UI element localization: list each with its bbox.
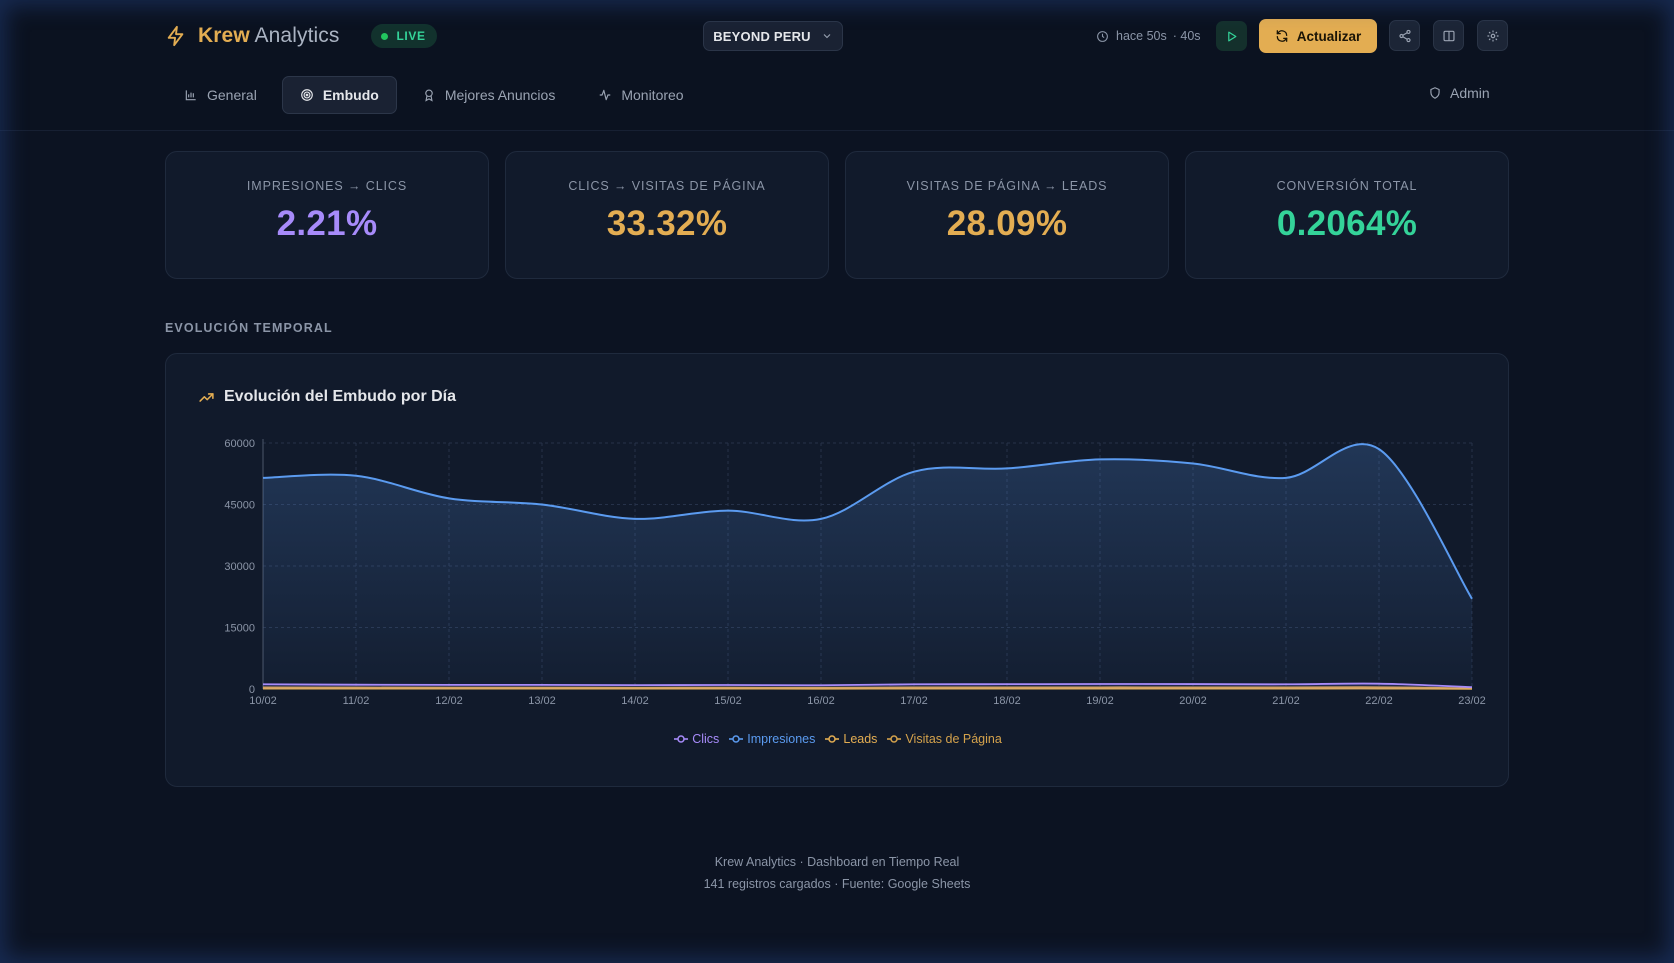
admin-label: Admin [1450, 85, 1490, 101]
legend-label: Clics [692, 732, 720, 746]
refresh-icon [1276, 30, 1288, 42]
share-icon [1398, 29, 1411, 42]
kpi-card-clicks-visits: CLICS → VISITAS DE PÁGINA 33.32% [505, 151, 829, 279]
tab-mejores-anuncios[interactable]: Mejores Anuncios [404, 76, 574, 114]
funnel-area-chart: 0 15000 30000 45000 60000 10/02 11/02 12/02 13/0… [224, 438, 1486, 707]
series-line-clics [262, 682, 1473, 689]
award-icon [425, 89, 433, 102]
x-tick-label: 14/02 [621, 695, 649, 707]
kpi-label: CONVERSIÓN TOTAL [1276, 179, 1418, 193]
share-button[interactable] [1389, 20, 1420, 51]
x-tick-label: 15/02 [714, 695, 742, 707]
y-tick-label: 30000 [224, 561, 255, 573]
auto-refresh-play-button[interactable] [1216, 21, 1247, 51]
x-tick-label: 23/02 [1458, 695, 1486, 707]
chart-title: Evolución del Embudo por Día [198, 388, 456, 406]
x-tick-label: 20/02 [1179, 695, 1207, 707]
footer: Krew Analytics · Dashboard en Tiempo Rea… [0, 851, 1674, 895]
refresh-label: Actualizar [1296, 28, 1362, 44]
kpi-label: VISITAS DE PÁGINA → LEADS [906, 179, 1108, 193]
trending-up-icon [199, 392, 214, 402]
x-tick-label: 22/02 [1365, 695, 1393, 707]
legend-item[interactable]: Visitas de Página [887, 732, 1002, 746]
series-line-impresiones [262, 443, 1473, 600]
kpi-value: 33.32% [606, 204, 728, 243]
admin-link[interactable]: Admin [1428, 85, 1490, 101]
activity-icon [600, 89, 611, 101]
legend-label: Visitas de Página [905, 732, 1002, 746]
kpi-card-impressions-clicks: IMPRESIONES → CLICS 2.21% [165, 151, 489, 279]
lightning-icon [167, 25, 184, 47]
clock-icon [1097, 30, 1108, 42]
x-tick-label: 18/02 [993, 695, 1021, 707]
y-tick-label: 60000 [224, 438, 255, 450]
x-tick-label: 11/02 [343, 695, 370, 707]
legend-marker-icon [674, 735, 689, 743]
y-tick-label: 15000 [224, 623, 255, 635]
kpi-value: 28.09% [946, 204, 1068, 243]
legend-item[interactable]: Clics [674, 732, 719, 746]
series-area-impresiones [263, 444, 1472, 689]
kpi-card-visits-leads: VISITAS DE PÁGINA → LEADS 28.09% [845, 151, 1169, 279]
x-tick-label: 13/02 [528, 695, 556, 707]
x-tick-label: 16/02 [807, 695, 835, 707]
bar-chart-icon [185, 90, 196, 101]
y-tick-label: 45000 [224, 500, 255, 512]
series-line-visitas-de-p-gina [262, 686, 1473, 690]
live-badge: LIVE [371, 24, 437, 48]
settings-button[interactable] [1477, 20, 1508, 51]
funnel-chart-card: Evolución del Embudo por Día 0 15000 30000… [165, 353, 1509, 787]
live-dot-icon [381, 32, 389, 40]
tab-general[interactable]: General [166, 76, 275, 114]
tab-monitoreo[interactable]: Monitoreo [580, 76, 701, 114]
legend-label: Leads [843, 732, 878, 746]
legend-label: Impresiones [747, 732, 816, 746]
gear-icon [1486, 29, 1499, 42]
top-header: Krew Analytics LIVE BEYOND PERU hace 50s… [0, 0, 1674, 131]
x-tick-label: 12/02 [435, 695, 463, 707]
x-tick-label: 17/02 [900, 695, 928, 707]
tab-label: General [207, 87, 257, 103]
x-tick-label: 19/02 [1086, 695, 1114, 707]
target-icon [300, 89, 313, 101]
tab-embudo[interactable]: Embudo [281, 76, 397, 114]
last-update-text: hace 50s [1116, 29, 1167, 43]
play-icon [1228, 31, 1237, 41]
kpi-label: IMPRESIONES → CLICS [246, 179, 408, 193]
legend-marker-icon [729, 735, 744, 743]
kpi-label: CLICS → VISITAS DE PÁGINA [568, 179, 766, 193]
x-tick-label: 10/02 [249, 695, 277, 707]
tab-label: Embudo [322, 87, 379, 103]
main-tabs: General Embudo Mejores Anuncios Monitore… [166, 76, 709, 114]
live-label: LIVE [396, 29, 426, 43]
layout-toggle-button[interactable] [1433, 20, 1464, 51]
footer-line-2: 141 registros cargados · Fuente: Google … [703, 877, 971, 891]
chevron-down-icon [823, 34, 831, 39]
chart-legend: Clics Impresiones Leads Visitas de Página [166, 732, 1510, 746]
x-tick-label: 21/02 [1272, 695, 1300, 707]
brand: Krew Analytics LIVE [165, 20, 437, 52]
tab-label: Mejores Anuncios [444, 87, 556, 103]
kpi-value: 2.21% [276, 204, 378, 243]
shield-icon [1430, 87, 1440, 99]
legend-item[interactable]: Leads [825, 732, 877, 746]
kpi-value: 0.2064% [1276, 204, 1418, 243]
section-label: EVOLUCIÓN TEMPORAL [165, 321, 333, 335]
chart-title-text: Evolución del Embudo por Día [224, 388, 457, 405]
countdown-text: · 40s [1172, 29, 1201, 43]
columns-icon [1442, 30, 1455, 41]
tab-label: Monitoreo [621, 87, 684, 103]
y-tick-label: 0 [249, 684, 255, 696]
account-selector-label: BEYOND PERU [713, 28, 811, 44]
kpi-card-total-conversion: CONVERSIÓN TOTAL 0.2064% [1185, 151, 1509, 279]
refresh-status: hace 50s · 40s [1096, 27, 1201, 45]
footer-line-1: Krew Analytics · Dashboard en Tiempo Rea… [714, 855, 960, 869]
legend-item[interactable]: Impresiones [729, 732, 815, 746]
account-selector[interactable]: BEYOND PERU [703, 21, 843, 51]
legend-marker-icon [825, 735, 840, 743]
refresh-button[interactable]: Actualizar [1259, 19, 1377, 53]
legend-marker-icon [887, 735, 902, 743]
app-title: Krew Analytics [198, 24, 340, 47]
